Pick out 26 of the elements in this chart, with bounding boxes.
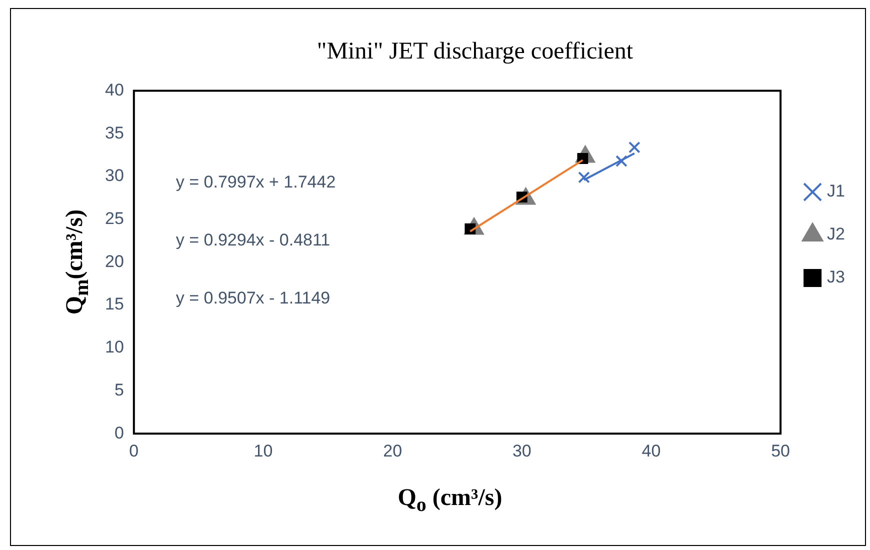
legend-label: J3 bbox=[827, 268, 846, 287]
y-tick-label: 35 bbox=[104, 123, 124, 142]
y-tick-label: 0 bbox=[114, 423, 124, 442]
x-axis-title: Q$_{o}$ (cm³/s) bbox=[396, 485, 504, 517]
annotation: y = 0.9294x - 0.4811 bbox=[176, 230, 330, 250]
y-tick-label: 10 bbox=[104, 338, 124, 357]
y-tick-label: 30 bbox=[104, 166, 124, 186]
y-tick-label: 15 bbox=[104, 294, 124, 314]
x-tick-label: 50 bbox=[771, 441, 790, 460]
legend-label: J2 bbox=[827, 224, 846, 244]
x-tick-label: 0 bbox=[129, 441, 139, 460]
point bbox=[578, 171, 590, 184]
point bbox=[616, 155, 628, 168]
y-tick-label: 20 bbox=[104, 252, 124, 271]
x-tick-label: 40 bbox=[642, 441, 661, 460]
y-tick-label: 40 bbox=[104, 80, 124, 100]
y-tick-label: 25 bbox=[104, 209, 124, 228]
x-tick-label: 20 bbox=[383, 441, 402, 460]
annotation: y = 0.7997x + 1.7442 bbox=[176, 172, 336, 192]
x-tick-label: 30 bbox=[512, 441, 532, 460]
annotation: y = 0.9507x - 1.1149 bbox=[176, 288, 330, 308]
point bbox=[628, 141, 640, 154]
legend-label: J1 bbox=[827, 182, 846, 201]
y-tick-label: 5 bbox=[114, 380, 124, 400]
chart-title: "Mini" JET discharge coefficient bbox=[316, 38, 634, 65]
x-tick-label: 10 bbox=[254, 441, 273, 460]
